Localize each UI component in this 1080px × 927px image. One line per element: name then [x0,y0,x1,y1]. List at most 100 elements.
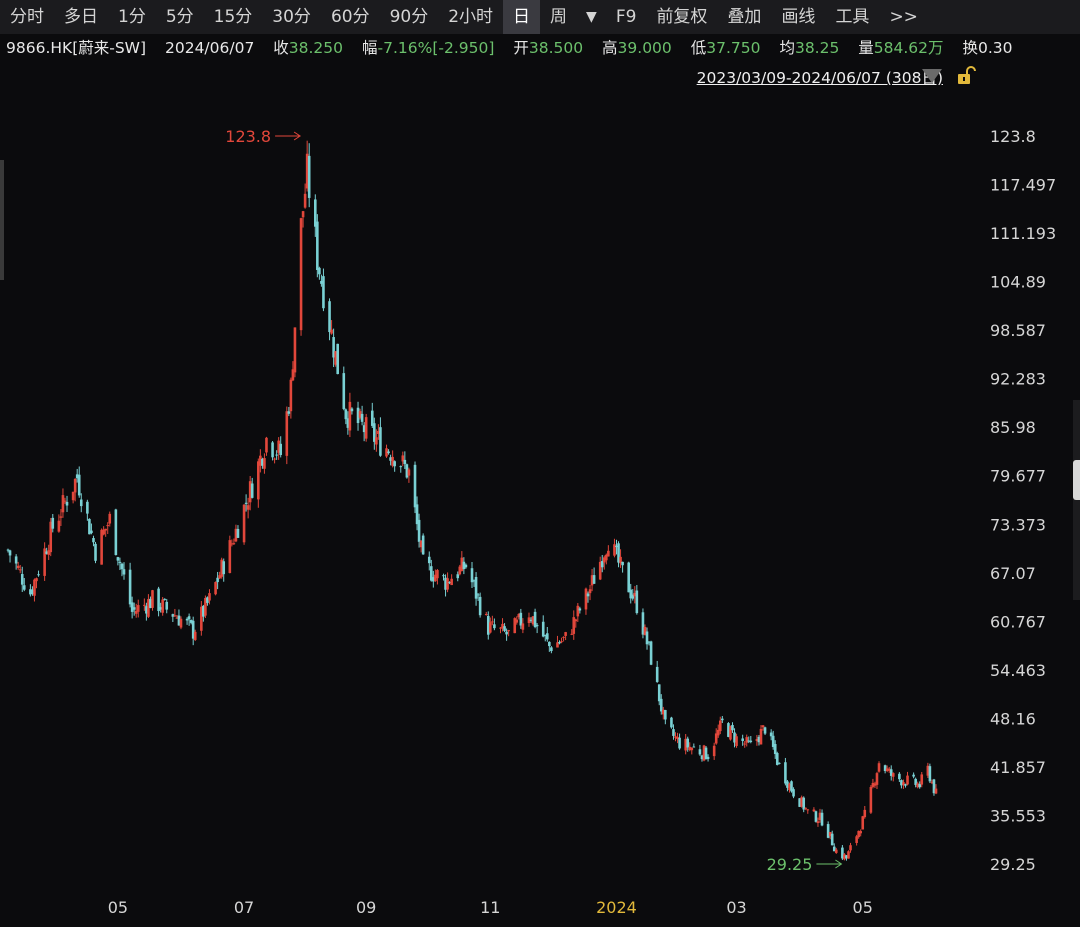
candle-body [904,784,907,786]
candle-body [242,504,246,543]
period-tab-0[interactable]: 分时 [10,7,44,27]
period-tab-16[interactable]: 工具 [835,7,870,27]
candle-body [31,589,34,595]
candle-body [429,566,433,581]
candle-body [584,588,588,610]
candle-body [578,608,582,611]
x-tick-label: 09 [356,898,376,917]
candle-body [900,780,903,786]
candle-body [8,550,12,556]
period-tab-8[interactable]: 2小时 [448,7,494,27]
candle-body [690,747,694,751]
candle-body [14,556,18,564]
candle-body [576,605,580,617]
candle-body [250,483,254,498]
y-tick-label: 111.193 [990,224,1056,243]
candle-body [230,543,234,545]
candle-body [346,418,350,428]
candle-body [214,582,217,595]
candle-body [889,769,893,776]
candle-body [635,590,639,614]
high-value: 39.000 [617,39,672,57]
candle-body [918,783,922,788]
symbol-name: 9866.HK[蔚来-SW] [6,39,147,57]
candle-body [731,724,734,731]
candle-body [700,755,704,760]
period-tab-5[interactable]: 30分 [272,7,311,27]
candle-body [775,753,779,765]
candle-body [128,569,132,605]
candle-body [898,773,901,780]
candle-body [446,578,449,590]
period-tab-3[interactable]: 5分 [165,7,194,27]
candle-body [484,614,488,616]
period-tab-9[interactable]: 日 [503,0,541,34]
candle-body [806,809,810,811]
period-tab-13[interactable]: 前复权 [656,7,708,27]
candle-body [234,528,238,542]
candle-body [63,500,67,502]
period-tab-7[interactable]: 90分 [389,7,429,27]
candle-body [820,812,824,826]
candle-body [816,821,820,824]
candle-body [863,809,867,818]
candle-body [193,631,197,640]
left-scroll-handle[interactable] [0,160,4,280]
period-tab-6[interactable]: 60分 [330,7,370,27]
candle-body [605,554,608,561]
period-tab-10[interactable]: 周 [550,7,568,27]
candle-body [136,605,140,612]
candle-body [265,437,268,453]
candle-body [59,516,63,518]
candle-body [106,525,110,527]
candle-body [491,621,494,623]
candle-body [592,575,596,584]
x-tick-label: 03 [726,898,746,917]
candle-body [655,666,659,682]
candle-body [535,624,539,627]
lock-icon[interactable] [955,66,977,86]
right-panel-toggle[interactable] [1073,460,1080,500]
close-value: 38.250 [288,39,344,57]
candle-body [747,740,751,742]
range-dropdown-icon[interactable] [922,69,942,83]
candle-body [674,736,677,738]
period-tab-17[interactable]: >> [889,7,918,27]
candle-body [735,736,738,746]
candle-body [798,798,801,807]
candle-body [684,738,687,751]
candle-body [417,519,421,542]
period-tab-15[interactable]: 画线 [781,7,816,27]
candle-body [531,616,535,625]
candle-body [419,540,423,548]
candle-body [615,545,618,548]
candle-body [543,634,547,636]
candle-body [470,568,474,583]
date-range-link[interactable]: 2023/03/09-2024/06/07 (308日) [696,69,943,87]
candle-body [73,478,77,493]
candle-body [147,599,150,617]
period-tab-12[interactable]: F9 [615,7,637,27]
period-tab-1[interactable]: 多日 [64,7,98,27]
candle-body [771,735,775,747]
y-tick-label: 48.16 [990,709,1036,728]
candle-body [130,602,134,612]
candle-body [759,728,763,745]
period-tab-4[interactable]: 15分 [213,7,253,27]
candle-body [293,327,297,373]
candle-body [529,619,533,621]
candle-body [305,153,309,189]
candle-body [75,474,79,479]
period-tab-11[interactable]: ▼ [586,9,597,25]
candle-body [590,575,594,586]
annotations-layer: 123.8 29.25 [225,127,843,874]
candle-body [344,409,348,420]
candle-body [617,543,620,563]
period-tab-2[interactable]: 1分 [118,7,146,27]
candle-body [598,561,602,580]
candle-body [134,610,138,614]
period-tab-14[interactable]: 叠加 [727,7,762,27]
candle-body [586,593,590,597]
candle-body [574,619,578,622]
candle-body [185,618,189,621]
